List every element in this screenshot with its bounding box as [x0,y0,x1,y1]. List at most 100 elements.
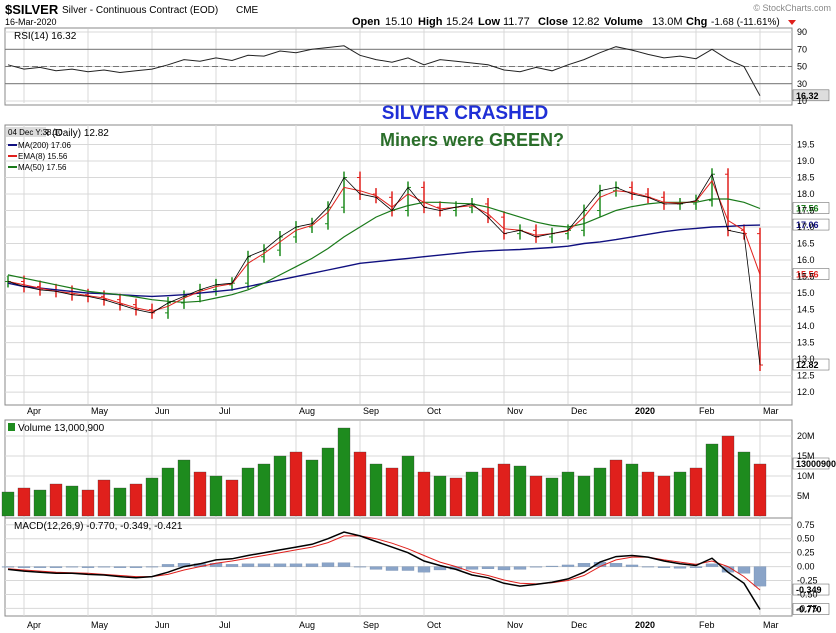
ma200-legend: MA(200) 17.06 [18,141,71,150]
y-tick-label: 0.75 [797,520,815,530]
volume-bar [529,475,543,517]
macd-histogram-bar [641,566,655,568]
y-tick-label: 15M [797,451,815,461]
volume-bar [241,467,255,517]
macd-histogram-bar [241,563,255,567]
macd-histogram-bar [81,566,95,568]
chart-date: 16-Mar-2020 [5,17,57,27]
macd-histogram-bar [273,563,287,567]
volume-bar [145,477,159,517]
axis-labels: Apr Apr May May Jun Jun Jul Jul Aug Aug Sep Sep Oct O… [27,27,818,630]
volume-bar [257,463,271,517]
macd-histogram-bar [289,563,303,567]
month-label: Jul [219,406,231,416]
y-tick-label: 17.5 [797,206,815,216]
volume-legend-swatch [8,423,15,431]
crosshair-label-bg [6,127,46,137]
rsi-title: RSI(14) 16.32 [14,31,77,42]
macd-signal-line [7,535,761,591]
y-tick-label: 18.0 [797,189,815,199]
month-label: Aug [299,406,315,416]
volume-bar [737,451,751,517]
instrument-name: Silver - Continuous Contract (EOD) [62,5,218,16]
y-tick-label: 10 [797,96,807,106]
volume-bar [369,463,383,517]
y-tick-label: 16.5 [797,239,815,249]
y-tick-label: 17.0 [797,222,815,232]
y-tick-label: 10M [797,471,815,481]
crosshair-label: 04 Dec Y:38.10 [8,128,63,137]
month-label: 2020 [635,406,655,416]
volume-bar [657,475,671,517]
volume-bar [625,463,639,517]
macd-histogram-bar [705,563,719,567]
month-label: Sep [363,620,379,630]
month-label: Mar [763,406,779,416]
macd-line [7,531,761,610]
ema8-line [7,179,761,312]
month-label: Oct [427,620,442,630]
volume-bar [481,467,495,517]
macd-histogram-bar [401,566,415,571]
exchange: CME [236,5,259,16]
macd-histogram-bar [353,566,367,568]
close-value: 12.82 [572,16,600,28]
y-tick-label: -0.75 [797,603,818,613]
ma50-legend: MA(50) 17.56 [18,163,67,172]
macd-histogram-bar [689,566,703,568]
volume-bar [721,435,735,517]
close-last-value: 12.82 [796,360,819,370]
macd-histogram-bar [625,564,639,567]
month-label: Apr [27,406,41,416]
ema8-last-value-bg [792,268,830,280]
macd-histogram-bar [433,566,447,571]
macd-histogram-bar [753,566,767,587]
volume-bar [321,447,335,517]
y-tick-label: -0.25 [797,576,818,586]
volume-bar [641,471,655,517]
volume-bar [97,479,111,517]
macd-histogram-bar [609,563,623,567]
annotation-miners-green: Miners were GREEN? [380,130,564,150]
month-label: 2020 [635,620,655,630]
annotation-silver-crashed: SILVER CRASHED [382,103,548,124]
month-label: May [91,406,109,416]
y-tick-label: 15.5 [797,272,815,282]
volume-bar [193,471,207,517]
y-tick-label: 30 [797,79,807,89]
y-tick-label: 14.5 [797,305,815,315]
macd-histogram-bar [497,566,511,571]
ma200-last-value-bg [792,218,830,231]
volume-bar [593,467,607,517]
macd-histogram-bar [113,566,127,568]
volume-title: Volume 13,000,900 [18,423,105,434]
y-tick-label: 0.25 [797,548,815,558]
macd-histogram-bar [369,566,383,570]
volume-label: Volume [604,16,643,28]
macd-histogram-bar [529,566,543,568]
volume-plot: 13000900 [1,427,836,517]
macd-last-value: -0.770 [796,605,822,615]
volume-bar [209,475,223,517]
volume-bar [305,459,319,517]
y-tick-label: 5M [797,491,810,501]
y-tick-label: 19.0 [797,156,815,166]
open-value: 15.10 [385,16,413,28]
price-plot: 17.56 17.06 15.56 12.82 [5,168,830,371]
y-tick-label: 0.50 [797,534,815,544]
chg-value: -1.68 (-11.61%) [711,17,780,28]
volume-bar [753,463,767,517]
month-label: Jun [155,620,170,630]
macd-histogram-bar [1,566,15,568]
volume-bar [401,455,415,517]
symbol: $SILVER [5,2,59,17]
y-tick-label: 13.5 [797,338,815,348]
month-label: Oct [427,406,442,416]
macd-signal-last-value-bg [792,583,830,596]
macd-histogram-bar [97,566,111,568]
volume-bar [465,471,479,517]
volume-bar [497,463,511,517]
rsi-line [7,45,761,97]
macd-histogram-bar [513,566,527,570]
rsi-last-value-bg [792,89,830,102]
